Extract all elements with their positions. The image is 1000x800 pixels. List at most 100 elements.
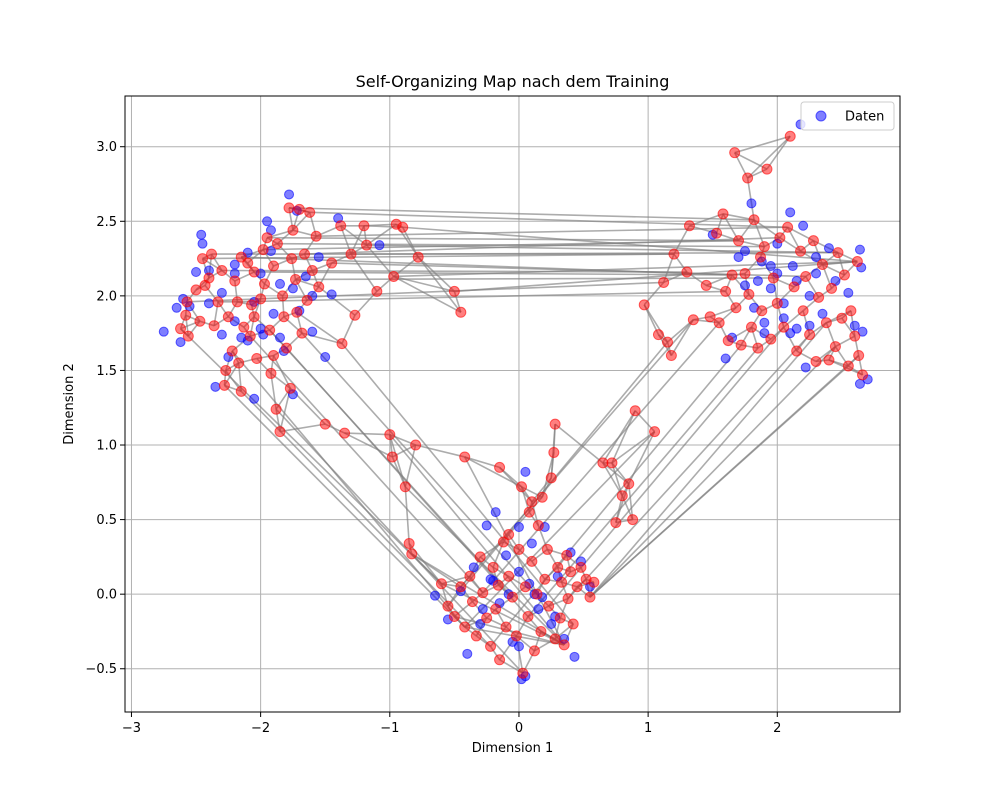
neuron-point [588,576,600,588]
data-point [752,275,763,286]
legend: Daten [800,101,895,131]
data-point [804,320,815,331]
neuron-point [528,645,540,657]
neuron-point [771,297,783,309]
neuron-point [274,426,286,438]
neuron-point [748,214,760,226]
neuron-point [403,537,415,549]
neuron-point [662,336,673,348]
neuron-point [516,481,528,493]
neuron-point [562,593,574,605]
neuron-edge [554,423,604,464]
data-point [720,353,731,364]
data-point [210,381,221,392]
data-point [733,252,744,263]
neuron-edge [304,236,780,255]
data-point [854,378,865,389]
y-axis-label: Dimension 2 [62,363,77,445]
neuron-edge [627,483,634,520]
neuron-point [248,311,260,323]
neuron-edge [393,260,858,278]
neuron-point [497,536,509,548]
neuron-points [175,130,869,679]
neuron-point [832,247,844,259]
neuron-point [813,291,825,303]
data-point [520,466,531,477]
neuron-edge [186,281,664,303]
axis-ticks: −3 −2 −1 0 1 2 −0.5 0.0 0.5 1.0 1.5 2.0 2.5 3.0 [85,140,781,736]
neuron-point [658,276,670,288]
neuron-point [638,299,650,311]
x-tick-label: −3 [122,721,141,736]
neuron-point [203,272,215,284]
neuron-point [459,621,471,633]
neuron-point [361,239,373,251]
neuron-point [810,355,822,367]
data-point [468,562,479,573]
neuron-point [851,256,863,268]
neuron-point [549,633,561,645]
grid [125,96,900,712]
neuron-point [826,282,838,294]
neuron-point [652,329,664,341]
data-point [481,520,492,531]
neuron-edge [393,275,462,313]
neuron-point [700,279,712,291]
data-point [374,240,385,251]
neuron-point [681,266,693,278]
neuron-point [552,561,564,573]
data-point [759,328,770,339]
neuron-point [326,257,338,269]
neuron-point [301,294,313,306]
data-point [197,238,208,249]
data-point [475,619,486,629]
neuron-point [222,311,234,323]
data-point [262,216,273,227]
neuron-point [545,472,557,484]
data-point [513,522,524,533]
neuron-point [565,566,577,578]
neuron-point [235,251,247,263]
neuron-point [313,281,325,293]
x-tick-label: −2 [251,721,270,736]
x-axis-label: Dimension 1 [472,741,554,756]
data-point [287,283,298,294]
neuron-point [745,321,757,333]
neuron-edge [402,226,858,263]
neuron-point [386,451,398,463]
x-tick-label: −1 [380,721,399,736]
data-point [307,326,318,337]
data-point [326,289,337,300]
neuron-point [853,350,865,362]
neuron-point [797,305,809,317]
neuron-point [287,224,299,236]
chart-title: Self-Organizing Map nach dem Training [356,72,670,91]
neuron-point [668,248,680,260]
neuron-point [349,309,361,321]
data-point [765,283,776,294]
neuron-point [335,220,347,232]
neuron-point [629,405,641,417]
neuron-point [246,299,258,311]
neuron-point [487,561,499,573]
neuron-point [857,369,869,381]
neuron-point [829,341,841,353]
neuron-point [231,296,243,308]
neuron-point [284,382,296,394]
data-point [430,590,440,601]
neuron-point [704,311,716,323]
neuron-point [470,630,482,642]
neuron-edge [589,322,827,598]
neuron-point [531,588,543,600]
neuron-edge [237,290,726,303]
data-point [849,320,860,331]
data-point [513,566,524,577]
neuron-point [616,490,628,502]
neuron-edge [499,466,533,503]
data-point [320,352,331,363]
neuron-edge [615,483,630,523]
neuron-point [481,612,493,624]
neuron-point [836,312,848,324]
neuron-point [584,591,596,603]
data-point [854,244,865,255]
